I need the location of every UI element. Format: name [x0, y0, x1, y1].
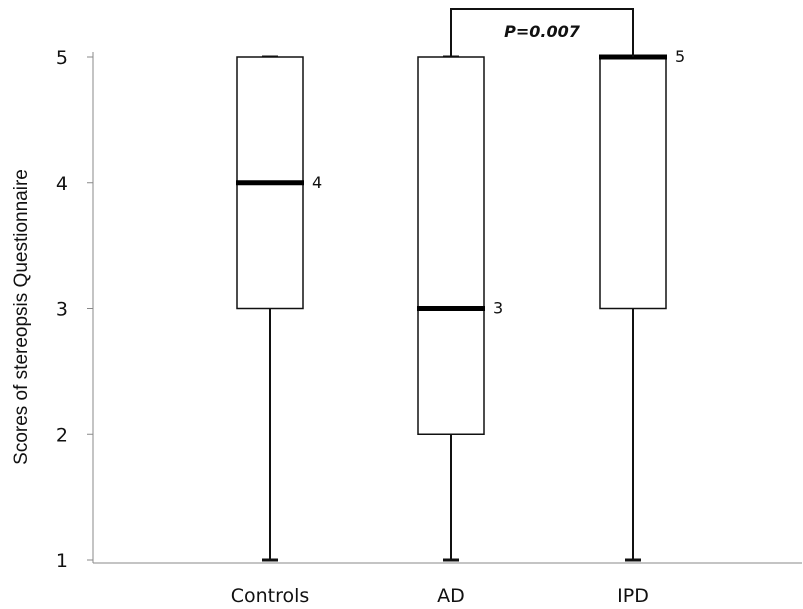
box-ipd: 5: [599, 47, 685, 562]
y-ticks: 1 2 3 4 5: [56, 47, 93, 572]
y-tick-label: 5: [56, 47, 68, 69]
median-label: 3: [493, 299, 503, 318]
box-ad: 3: [417, 55, 503, 562]
boxes: 4 3 5: [236, 47, 685, 562]
x-tick-labels: Controls AD IPD: [231, 585, 649, 607]
iqr-box: [599, 56, 667, 310]
box-controls: 4: [236, 55, 322, 562]
y-tick-label: 1: [56, 550, 68, 572]
y-tick-label: 2: [56, 424, 68, 446]
x-tick-label-controls: Controls: [231, 585, 310, 607]
iqr-box: [417, 56, 485, 435]
median-label: 5: [675, 47, 685, 66]
significance-bracket: [450, 8, 634, 57]
p-value-label: P=0.007: [504, 22, 581, 41]
y-tick-label: 4: [56, 173, 68, 195]
axes: [92, 52, 802, 564]
y-axis-title: Scores of stereopsis Questionnaire: [11, 169, 32, 465]
median-label: 4: [312, 173, 322, 192]
x-tick-label-ipd: IPD: [617, 585, 649, 607]
y-tick-label: 3: [56, 299, 68, 321]
x-tick-label-ad: AD: [437, 585, 465, 607]
significance-annotation: P=0.007: [450, 8, 634, 57]
